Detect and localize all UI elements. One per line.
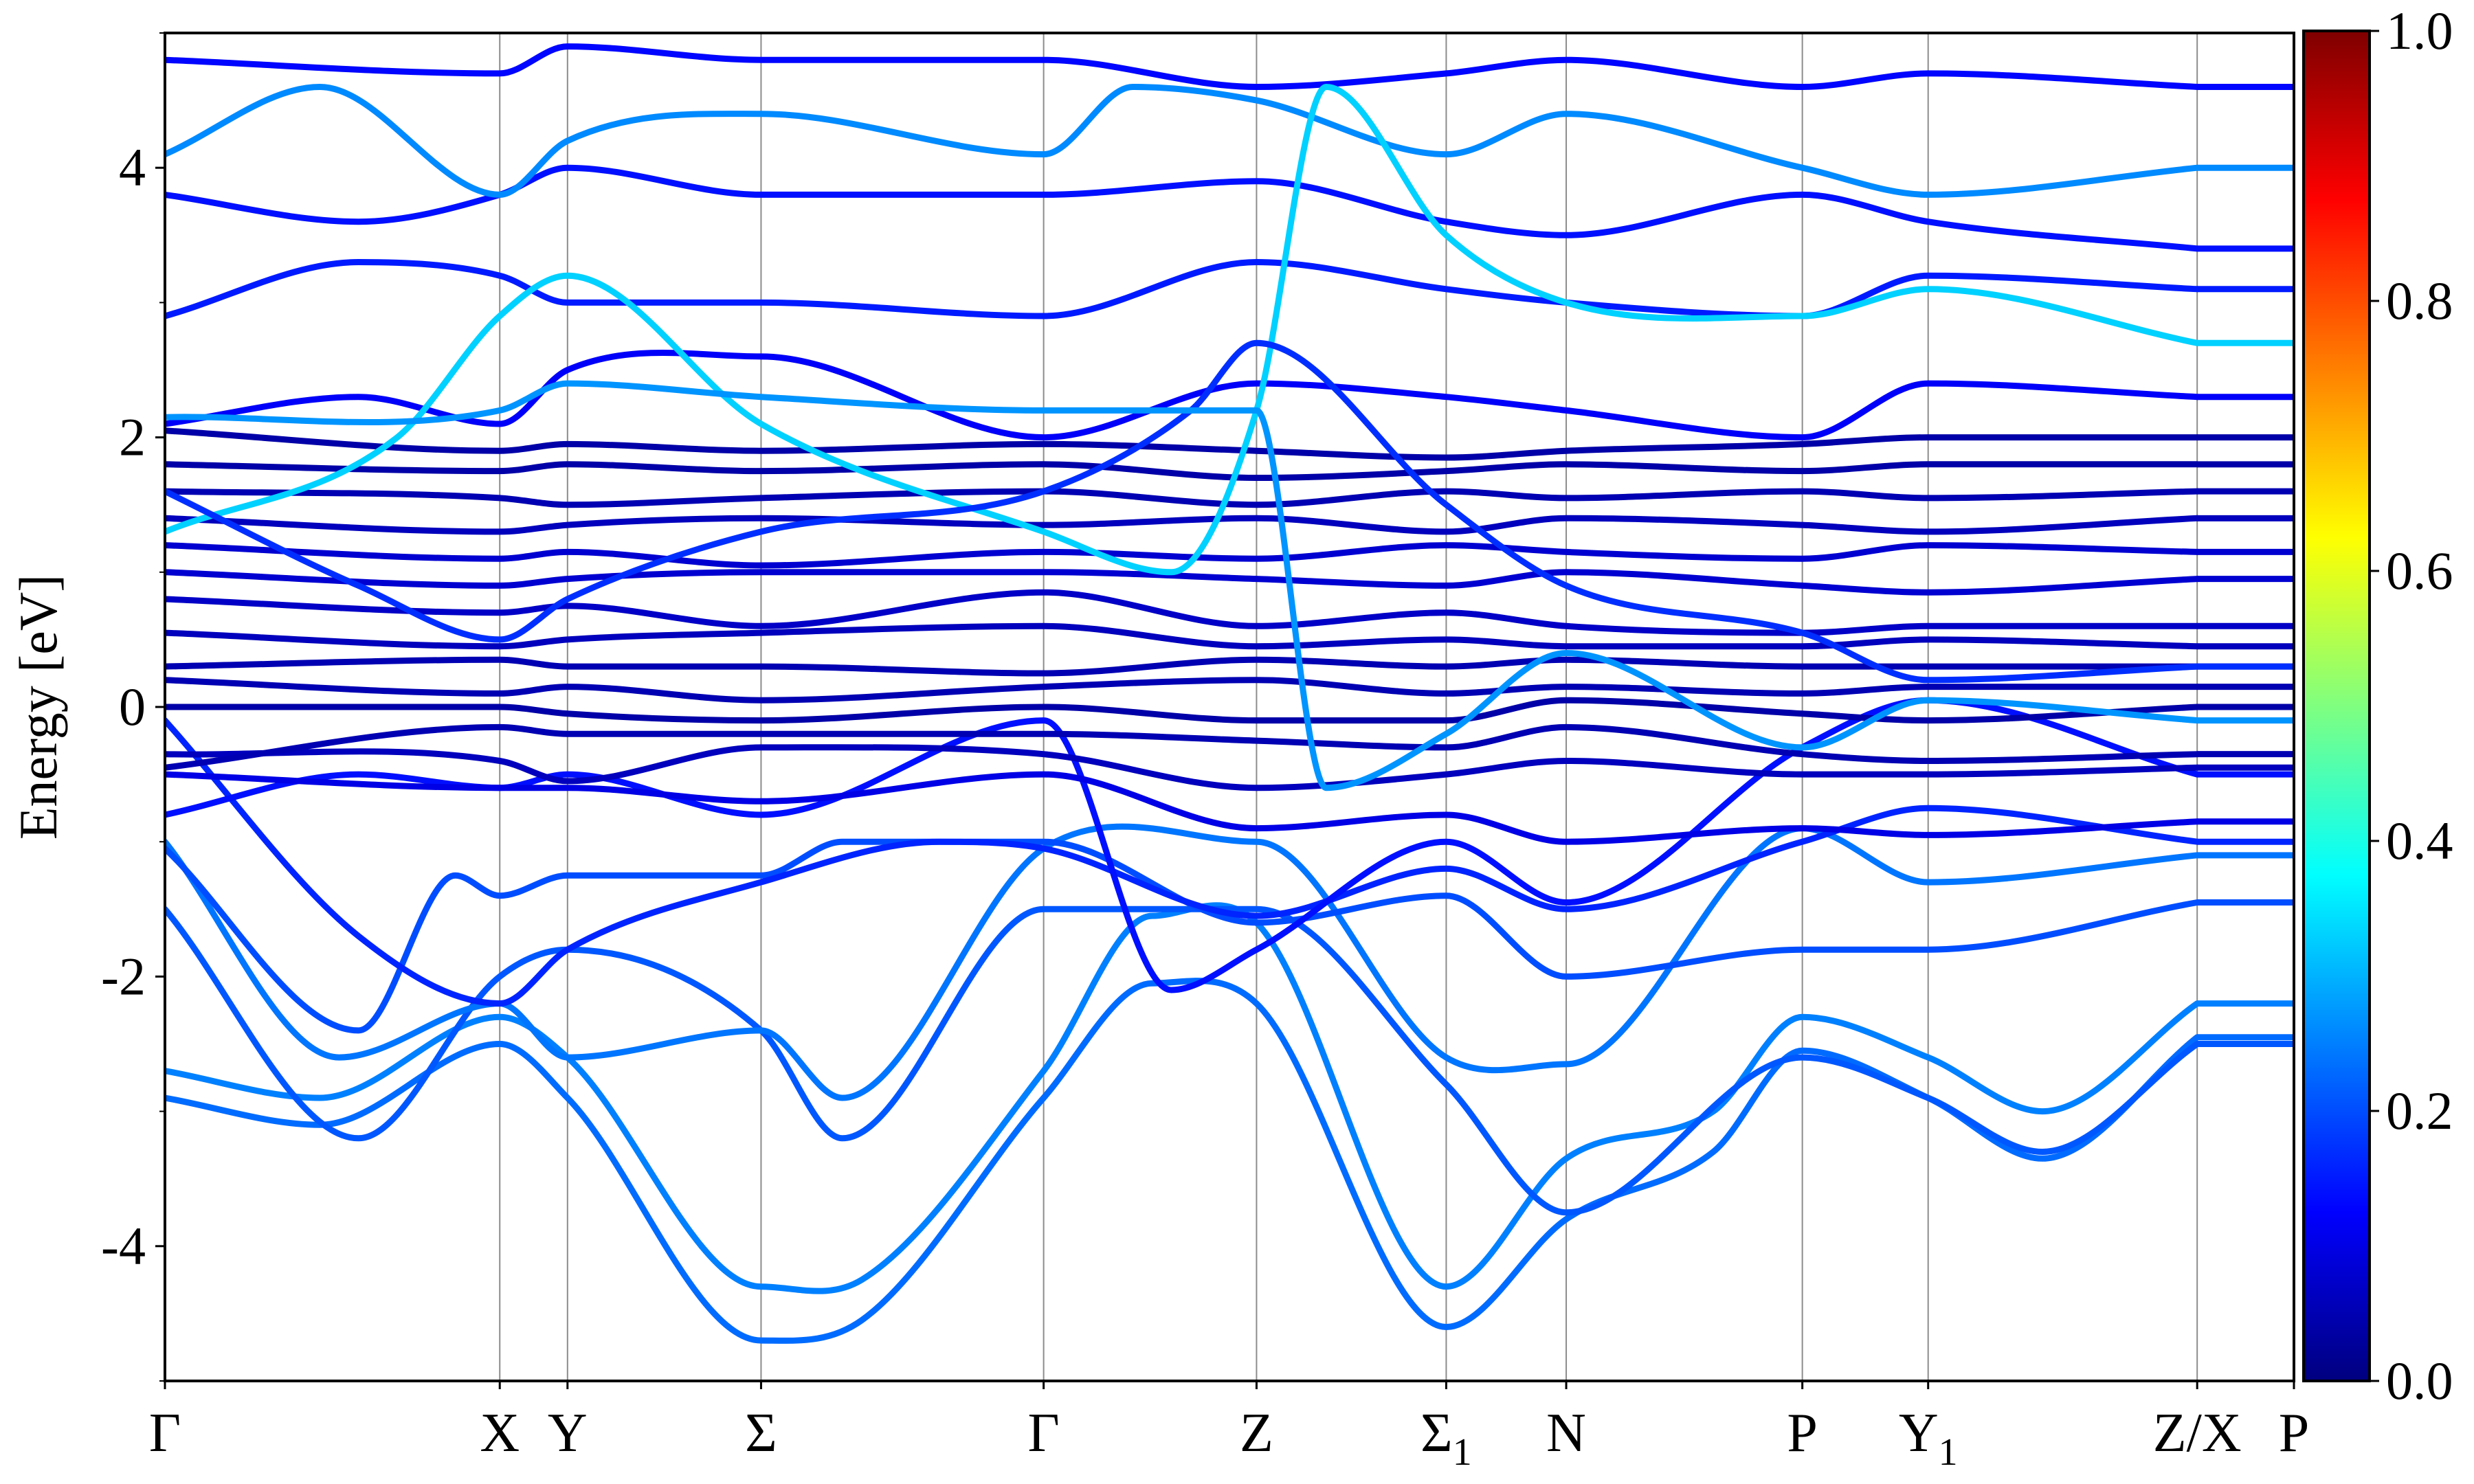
band-line bbox=[165, 380, 2200, 791]
band-line bbox=[165, 677, 2200, 704]
y-axis-label: Energy [eV] bbox=[8, 574, 68, 840]
kpoint-label: N bbox=[1546, 1403, 1586, 1463]
band-line bbox=[165, 515, 2200, 535]
band-line bbox=[165, 656, 2200, 677]
colorbar-axis: 0.0 0.2 0.4 0.6 0.8 1.0 bbox=[2370, 1, 2453, 1410]
colorbar-tick-label: 0.8 bbox=[2386, 271, 2453, 330]
band-line bbox=[165, 902, 2200, 1294]
band-line bbox=[165, 164, 2200, 252]
colorbar-tick-label: 0.4 bbox=[2386, 811, 2453, 870]
band-line bbox=[165, 697, 2200, 724]
band-line bbox=[165, 838, 2200, 1034]
band-line bbox=[165, 349, 2200, 441]
band-line bbox=[165, 906, 2200, 1216]
colorbar-tick-label: 0.0 bbox=[2386, 1351, 2453, 1410]
kpoint-label: Σ1 bbox=[1420, 1403, 1472, 1474]
y-tick-label: 0 bbox=[119, 677, 146, 737]
bands-group bbox=[165, 43, 2294, 1344]
kpoint-label: Γ bbox=[149, 1403, 181, 1463]
kpoint-label: Γ bbox=[1028, 1403, 1060, 1463]
band-line bbox=[165, 569, 2200, 596]
y-tick-label: 2 bbox=[119, 407, 146, 467]
band-line bbox=[165, 84, 2200, 576]
kpoint-label: Y bbox=[548, 1403, 588, 1463]
band-line bbox=[165, 771, 2200, 845]
y-tick-label: -4 bbox=[101, 1216, 146, 1276]
y-axis: -4 -2 0 2 4 bbox=[101, 32, 165, 1382]
band-line bbox=[165, 43, 2200, 90]
kpoint-label: X bbox=[480, 1403, 520, 1463]
band-line bbox=[165, 488, 2200, 508]
colorbar-tick-label: 1.0 bbox=[2386, 1, 2453, 60]
kpoint-label: P bbox=[1787, 1403, 1818, 1463]
colorbar-tick-label: 0.6 bbox=[2386, 541, 2453, 600]
band-line bbox=[165, 259, 2200, 319]
band-line bbox=[165, 84, 2200, 198]
colorbar bbox=[2302, 30, 2371, 1382]
colorbar-tick-label: 0.2 bbox=[2386, 1081, 2453, 1140]
y-tick-label: 4 bbox=[119, 137, 146, 197]
kpoint-label: Z/X bbox=[2153, 1403, 2242, 1463]
high-symmetry-lines bbox=[499, 33, 2198, 1381]
x-axis: Γ X Y Σ Γ Z Σ1 N P Y1 Z/X P bbox=[149, 1381, 2309, 1474]
band-line bbox=[165, 717, 2200, 1007]
band-line bbox=[165, 542, 2200, 569]
kpoint-label: Σ bbox=[745, 1403, 777, 1463]
band-line bbox=[165, 461, 2200, 481]
band-line bbox=[165, 744, 2200, 791]
band-line bbox=[165, 427, 2200, 461]
band-line bbox=[165, 823, 2200, 1101]
kpoint-label: P bbox=[2279, 1403, 2310, 1463]
kpoint-label: Z bbox=[1240, 1403, 1273, 1463]
band-line bbox=[165, 622, 2200, 650]
band-line bbox=[165, 978, 2200, 1344]
kpoint-label: Y1 bbox=[1899, 1403, 1958, 1474]
band-line bbox=[165, 589, 2200, 636]
y-tick-label: -2 bbox=[101, 946, 146, 1006]
band-line bbox=[165, 723, 2200, 771]
